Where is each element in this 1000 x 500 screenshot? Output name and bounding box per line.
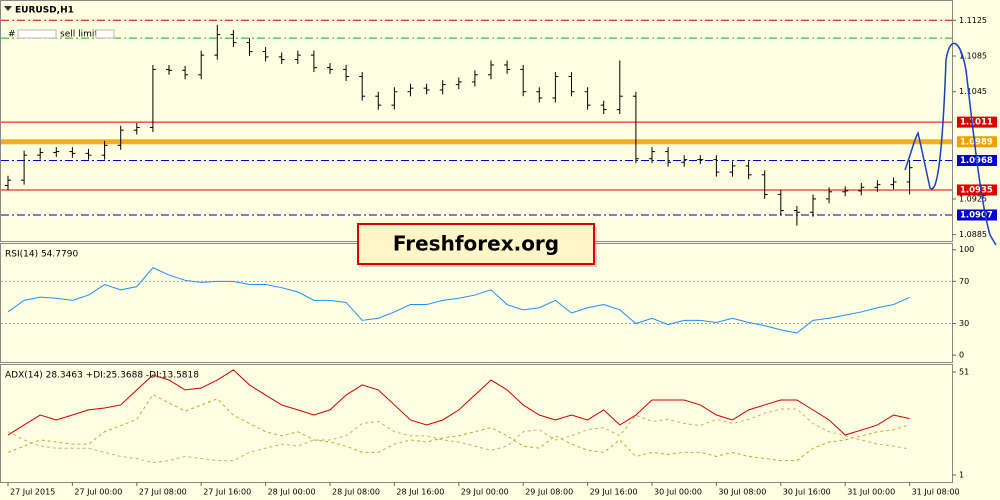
- order-hash: #: [8, 30, 16, 40]
- price-tag: [957, 116, 997, 128]
- x-tick-label: 29 Jul 00:00: [461, 488, 509, 497]
- symbol-title: EURUSD,H1: [15, 6, 74, 16]
- price-tag-label: 1.0935: [960, 185, 993, 195]
- x-tick-label: 31 Jul 08:00: [912, 488, 960, 497]
- x-tick-label: 27 Jul 08:00: [139, 488, 187, 497]
- x-tick-label: 29 Jul 08:00: [525, 488, 573, 497]
- x-tick-label: 28 Jul 00:00: [268, 488, 316, 497]
- masked-box: [95, 29, 115, 39]
- watermark: Freshforex.org: [393, 232, 559, 256]
- y-tick-label: 1.1125: [959, 16, 987, 25]
- symbol-icon: [4, 6, 12, 11]
- adx-pane: [0, 364, 953, 483]
- y-tick-label: 1.0925: [959, 194, 987, 203]
- x-tick-label: 28 Jul 16:00: [396, 488, 444, 497]
- indicator-title: RSI(14) 54.7790: [5, 250, 78, 260]
- x-tick-label: 27 Jul 00:00: [74, 488, 122, 497]
- x-tick-label: 27 Jul 16:00: [203, 488, 251, 497]
- order-label: sell limit: [60, 30, 98, 40]
- indicator-line: [7, 369, 910, 436]
- forecast-curve: [904, 42, 997, 246]
- price-tag-label: 1.1011: [960, 118, 993, 128]
- x-tick-label: 30 Jul 16:00: [783, 488, 831, 497]
- x-tick-label: 27 Jul 2015: [10, 488, 55, 497]
- y-tick-label: 1.0885: [959, 230, 987, 239]
- indicator-line: [7, 267, 910, 334]
- price-tag-label: 1.0989: [960, 137, 993, 147]
- y-tick-label: 51: [959, 367, 969, 376]
- price-tag: [957, 184, 997, 196]
- indicator-line: [7, 393, 910, 462]
- x-tick-label: 28 Jul 08:00: [332, 488, 380, 497]
- x-tick-label: 30 Jul 00:00: [654, 488, 702, 497]
- y-tick-label: 100: [959, 245, 974, 254]
- indicator-line: [7, 408, 910, 464]
- masked-box: [17, 29, 57, 39]
- layer-marks: 1.1125 1.1085 1.1045 1.0925 1.0885 1.1011 1.09…: [1, 16, 997, 497]
- indicator-title: ADX(14) 28.3463 +DI:25.3688 -DI:13.5818: [5, 371, 199, 381]
- price-tag-label: 1.0907: [960, 210, 993, 220]
- y-tick-label: 0: [959, 351, 964, 360]
- y-tick-label: 1.1045: [959, 87, 987, 96]
- y-tick-label: 30: [959, 319, 969, 328]
- x-tick-label: 29 Jul 16:00: [590, 488, 638, 497]
- x-tick-label: 31 Jul 00:00: [847, 488, 895, 497]
- price-tag: [957, 209, 997, 221]
- y-tick-label: 1: [959, 470, 964, 479]
- y-tick-label: 70: [959, 277, 969, 286]
- price-tag: [957, 136, 997, 148]
- y-tick-label: 1.1085: [959, 52, 987, 61]
- x-tick-label: 30 Jul 08:00: [718, 488, 766, 497]
- watermark-box: [357, 223, 595, 265]
